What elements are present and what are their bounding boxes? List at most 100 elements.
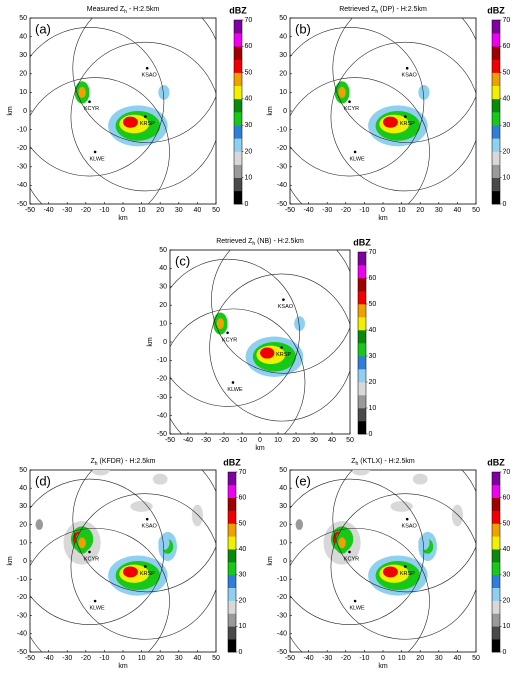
colorbar-segment [492, 588, 500, 601]
y-tick-label: 40 [279, 485, 287, 492]
y-axis-label: km [147, 337, 154, 347]
x-tick-label: 0 [121, 655, 125, 662]
x-tick-label: -30 [62, 655, 72, 662]
figure: KSAOKCYRKLWEKRSP-50-40-30-20-10010203040… [0, 0, 517, 674]
y-tick-label: 0 [283, 108, 287, 115]
station [146, 67, 149, 70]
echo [123, 566, 138, 577]
station-label: KSAO [142, 73, 158, 79]
y-tick-label: -20 [17, 145, 27, 152]
colorbar-label: dBZ [487, 457, 505, 467]
x-tick-label: -50 [285, 655, 295, 662]
colorbar-segment [492, 523, 500, 536]
colorbar-segment [492, 125, 500, 138]
x-tick-label: 0 [121, 207, 125, 214]
x-tick-label: -30 [322, 207, 332, 214]
x-tick-label: 40 [194, 207, 202, 214]
colorbar-label: dBZ [229, 5, 247, 15]
colorbar-segment [234, 59, 242, 72]
colorbar-segment [492, 33, 500, 46]
panel-title: Retrieved Zh (DP) - H:2.5km [339, 6, 427, 15]
x-tick-label: 30 [435, 655, 443, 662]
panel-label: (c) [175, 253, 190, 268]
panel-label: (b) [295, 21, 311, 36]
colorbar-segment [358, 343, 366, 356]
panel-label: (e) [295, 473, 311, 488]
echo [123, 117, 138, 128]
echo [383, 566, 398, 577]
x-tick-label: 50 [346, 437, 354, 444]
colorbar-segment [492, 498, 500, 511]
x-axis-label: km [378, 663, 388, 670]
colorbar-segment [234, 112, 242, 125]
panel-label: (d) [35, 473, 51, 488]
y-tick-label: -10 [157, 357, 167, 364]
y-tick-label: -20 [157, 376, 167, 383]
colorbar-segment [358, 291, 366, 304]
colorbar-tick-label: 70 [503, 17, 511, 24]
y-tick-label: -30 [17, 164, 27, 171]
echo [338, 537, 345, 548]
colorbar-label: dBZ [223, 457, 241, 467]
colorbar-segment [228, 485, 236, 498]
colorbar-segment [492, 73, 500, 86]
colorbar-segment [228, 613, 236, 626]
station [226, 332, 229, 335]
y-tick-label: -40 [277, 631, 287, 638]
y-tick-label: 0 [23, 108, 27, 115]
y-tick-label: 30 [19, 52, 27, 59]
y-tick-label: 10 [19, 540, 27, 547]
colorbar-segment [358, 278, 366, 291]
title-text: (KTLX) - H:2.5km [358, 458, 415, 465]
echo [130, 501, 152, 512]
colorbar-tick-label: 60 [503, 495, 511, 502]
echo [192, 505, 203, 527]
y-tick-label: -40 [17, 631, 27, 638]
station [406, 518, 409, 521]
station-label: KSAO [142, 524, 158, 530]
colorbar-segment [234, 73, 242, 86]
y-tick-label: 20 [19, 71, 27, 78]
x-axis-label: km [118, 663, 128, 670]
x-tick-label: -20 [81, 655, 91, 662]
station-label: KLWE [227, 387, 243, 393]
colorbar-segment [234, 165, 242, 178]
colorbar-segment [234, 178, 242, 191]
title-text: (DP) - H:2.5km [378, 6, 427, 13]
panel-title: Zh (KFDR) - H:2.5km [90, 458, 155, 467]
colorbar-segment [228, 472, 236, 485]
colorbar-segment [234, 33, 242, 46]
colorbar-segment [234, 151, 242, 164]
colorbar-segment [492, 601, 500, 614]
x-axis-label: km [378, 215, 388, 222]
colorbar-segment [492, 59, 500, 72]
colorbar-segment [358, 369, 366, 382]
station [354, 151, 357, 154]
station [94, 151, 97, 154]
title-text: - H:2.5km [127, 6, 159, 13]
colorbar-segment [358, 330, 366, 343]
x-axis-label: km [255, 445, 265, 452]
x-tick-label: 50 [472, 655, 480, 662]
station [404, 115, 407, 118]
x-tick-label: 50 [472, 207, 480, 214]
y-tick-label: 10 [279, 89, 287, 96]
x-tick-label: -50 [25, 207, 35, 214]
colorbar-segment [228, 498, 236, 511]
colorbar-tick-label: 20 [239, 597, 247, 604]
y-tick-label: 0 [283, 558, 287, 565]
colorbar-tick-label: 40 [503, 546, 511, 553]
colorbar-segment [228, 601, 236, 614]
colorbar-tick-label: 60 [239, 495, 247, 502]
y-axis-label: km [267, 106, 274, 116]
station-label: KCYR [344, 106, 359, 112]
x-tick-label: 40 [194, 655, 202, 662]
y-tick-label: 10 [159, 320, 167, 327]
x-tick-label: -10 [359, 655, 369, 662]
y-tick-label: -10 [277, 576, 287, 583]
y-tick-label: -10 [17, 126, 27, 133]
colorbar-segment [492, 151, 500, 164]
x-tick-label: 40 [328, 437, 336, 444]
title-text: Retrieved Z [339, 6, 376, 13]
